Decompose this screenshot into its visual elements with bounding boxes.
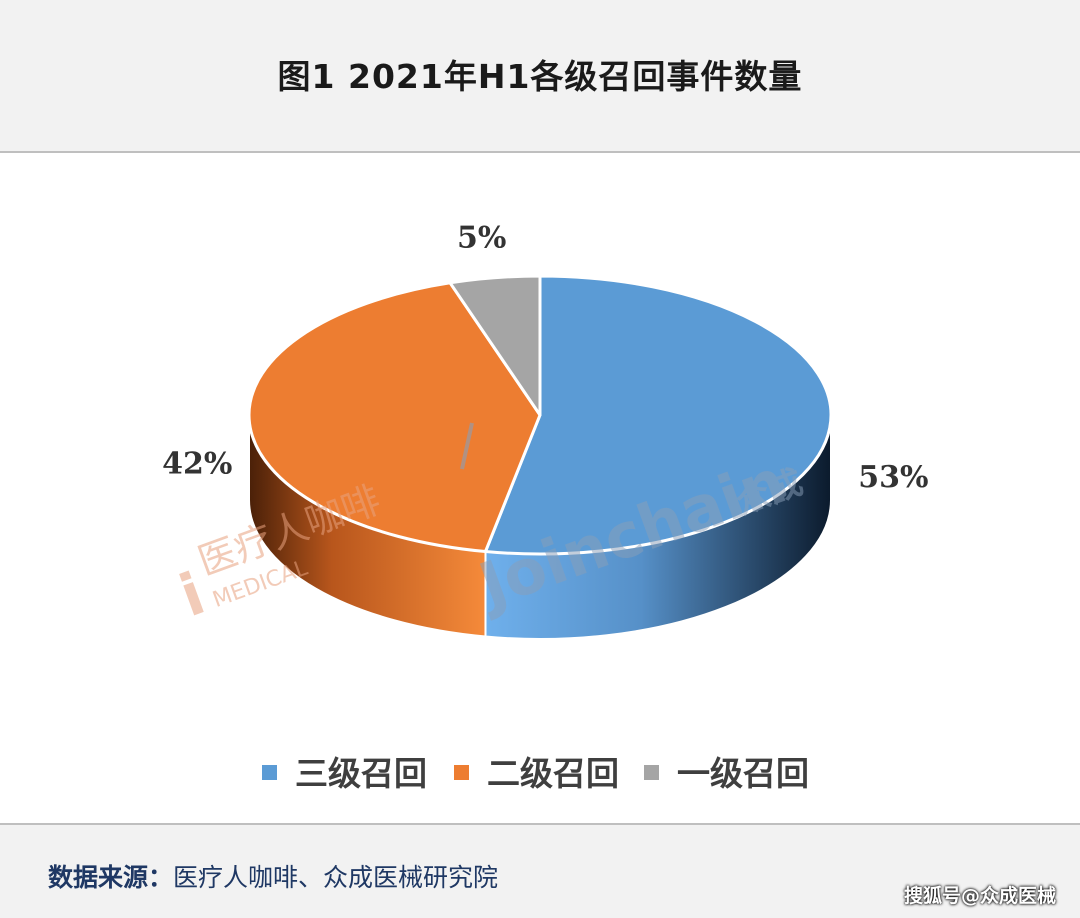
chart-header: 图1 2021年H1各级召回事件数量 xyxy=(0,0,1080,153)
legend-swatch-level-3 xyxy=(262,765,277,780)
legend-item-level-3: 三级召回 xyxy=(262,754,427,793)
data-label-level-3: 53% xyxy=(858,460,928,495)
legend-label-level-2: 二级召回 xyxy=(487,754,619,793)
data-label-level-2: 42% xyxy=(162,446,232,481)
pie-slice-level-2 xyxy=(247,281,542,554)
pie-slices xyxy=(247,274,833,556)
pie-chart: 53%42%5% Joinchain 众成 医疗人咖啡 MEDICAL i 三级… xyxy=(162,220,928,793)
legend-label-level-1: 一级召回 xyxy=(677,754,809,793)
watermark-divider xyxy=(460,422,474,470)
pie-labels: 53% 42% 5% xyxy=(162,220,928,495)
source-value: 医疗人咖啡、众成医械研究院 xyxy=(173,863,499,892)
pie-slice-level-1 xyxy=(448,274,542,417)
legend-item-level-2: 二级召回 xyxy=(454,754,619,793)
legend-swatch-level-2 xyxy=(454,765,469,780)
pie-slice-level-3 xyxy=(483,274,833,556)
legend-label-level-3: 三级召回 xyxy=(295,754,427,793)
source-label: 数据来源： xyxy=(48,863,174,892)
footer: 数据来源：医疗人咖啡、众成医械研究院 搜狐号@众成医械 xyxy=(0,823,1080,918)
credit-watermark: 搜狐号@众成医械 xyxy=(903,885,1056,907)
legend: 三级召回 二级召回 一级召回 xyxy=(262,754,809,793)
data-label-level-1: 5% xyxy=(457,220,506,255)
legend-swatch-level-1 xyxy=(644,765,659,780)
legend-item-level-1: 一级召回 xyxy=(644,754,809,793)
chart-area: 53% 42% 5% Joinchain 众成 医疗人咖啡 MEDICAL i 三级… xyxy=(0,153,1080,823)
chart-title: 图1 2021年H1各级召回事件数量 xyxy=(277,56,803,96)
data-source: 数据来源：医疗人咖啡、众成医械研究院 xyxy=(48,858,498,894)
